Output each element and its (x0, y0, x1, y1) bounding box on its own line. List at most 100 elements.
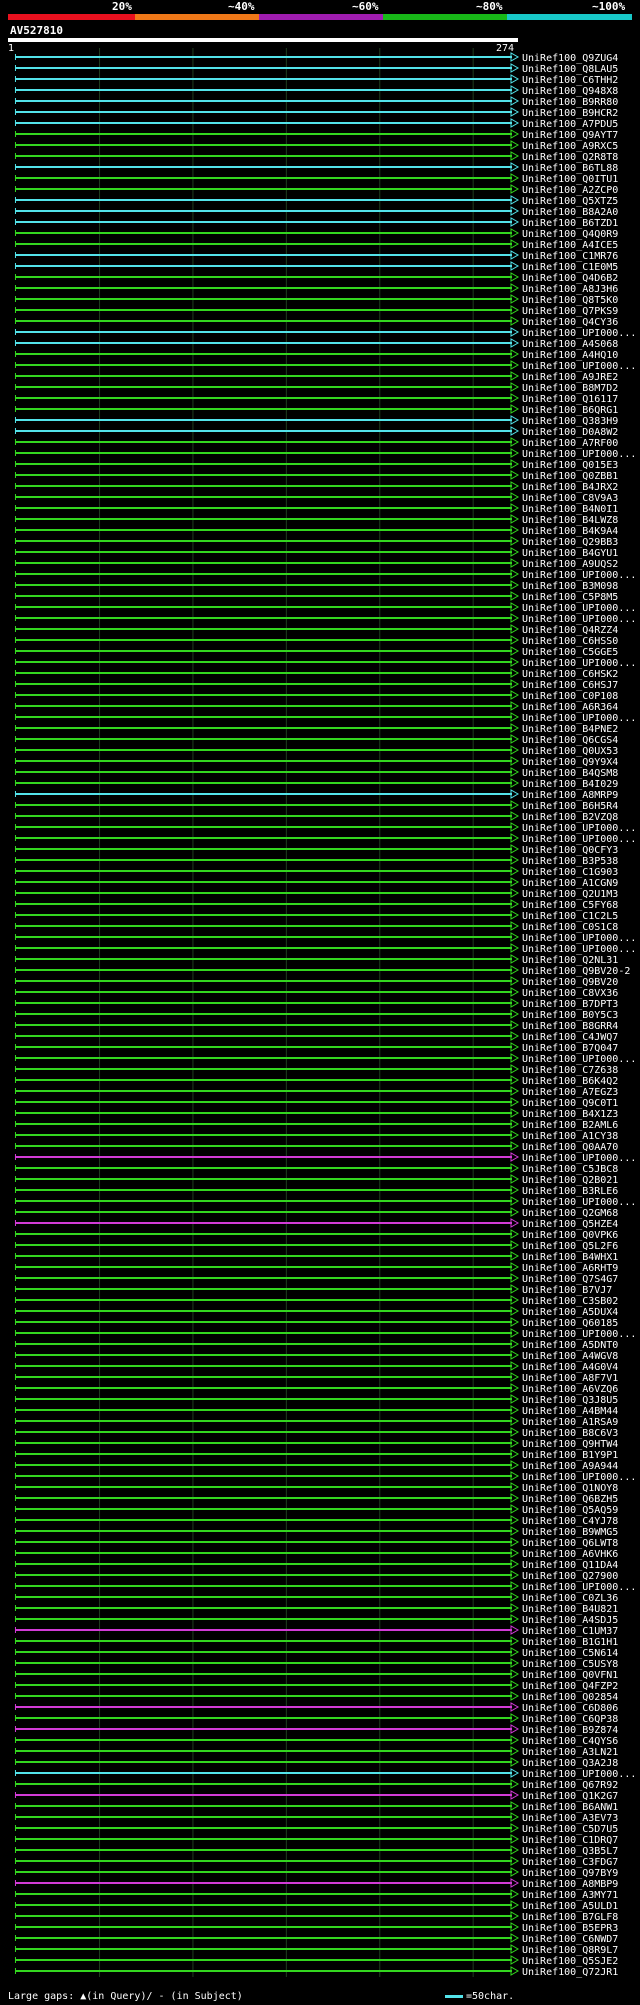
hit-label[interactable]: UniRef100_C1MR76 (522, 251, 618, 262)
hit-label[interactable]: UniRef100_Q8R9L7 (522, 1945, 618, 1956)
hit-row[interactable]: UniRef100_Q9HTW4 (14, 1438, 618, 1450)
hit-row[interactable]: UniRef100_A4S068 (14, 338, 618, 350)
hit-row[interactable]: UniRef100_B9RR80 (14, 96, 618, 108)
hit-label[interactable]: UniRef100_B7VJ7 (522, 1285, 612, 1296)
hit-row[interactable]: UniRef100_A4G0V4 (14, 1361, 618, 1373)
hit-row[interactable]: UniRef100_Q5HZE4 (14, 1218, 618, 1230)
hit-label[interactable]: UniRef100_Q2NL31 (522, 955, 618, 966)
hit-label[interactable]: UniRef100_A8MRP9 (522, 790, 618, 801)
hit-row[interactable]: UniRef100_C6NWD7 (14, 1933, 618, 1945)
hit-label[interactable]: UniRef100_B8A2A0 (522, 207, 618, 218)
hit-row[interactable]: UniRef100_Q0ZBB1 (14, 470, 618, 482)
hit-row[interactable]: UniRef100_B8M7D2 (14, 382, 618, 394)
hit-row[interactable]: UniRef100_Q2U1M3 (14, 888, 618, 900)
hit-label[interactable]: UniRef100_B4N0I1 (522, 504, 618, 515)
hit-label[interactable]: UniRef100_A9UQS2 (522, 559, 618, 570)
hit-label[interactable]: UniRef100_A5DNT0 (522, 1340, 618, 1351)
hit-row[interactable]: UniRef100_Q8LAU5 (14, 63, 618, 75)
hit-row[interactable]: UniRef100_B9Z874 (14, 1724, 618, 1736)
hit-row[interactable]: UniRef100_Q7S4G7 (14, 1273, 618, 1285)
hit-label[interactable]: UniRef100_Q6BZH5 (522, 1494, 618, 1505)
hit-row[interactable]: UniRef100_Q0CFY3 (14, 844, 618, 856)
hit-row[interactable]: UniRef100_C5N614 (14, 1647, 618, 1659)
hit-row[interactable]: UniRef100_C8V9A3 (14, 492, 618, 504)
hit-row[interactable]: UniRef100_A3EV73 (14, 1812, 618, 1824)
hit-row[interactable]: UniRef100_UPI000... (14, 1581, 636, 1593)
hit-row[interactable]: UniRef100_Q8R9L7 (14, 1944, 618, 1956)
hit-row[interactable]: UniRef100_C6HSS0 (14, 635, 618, 647)
hit-row[interactable]: UniRef100_C5GGE5 (14, 646, 618, 658)
hit-label[interactable]: UniRef100_A4ICE5 (522, 240, 618, 251)
hit-label[interactable]: UniRef100_A8MBP9 (522, 1879, 618, 1890)
hit-row[interactable]: UniRef100_C4JWQ7 (14, 1031, 618, 1043)
hit-row[interactable]: UniRef100_UPI000... (14, 1328, 636, 1340)
hit-row[interactable]: UniRef100_UPI000... (14, 448, 636, 460)
hit-label[interactable]: UniRef100_A5ULD1 (522, 1901, 618, 1912)
hit-label[interactable]: UniRef100_C6THH2 (522, 75, 618, 86)
hit-label[interactable]: UniRef100_UPI000... (522, 1197, 636, 1208)
hit-label[interactable]: UniRef100_Q7PKS9 (522, 306, 618, 317)
hit-row[interactable]: UniRef100_Q0ITU1 (14, 173, 618, 185)
hit-label[interactable]: UniRef100_B6H5R4 (522, 801, 618, 812)
hit-row[interactable]: UniRef100_Q4D6B2 (14, 272, 618, 284)
hit-row[interactable]: UniRef100_C5FY68 (14, 899, 618, 911)
hit-row[interactable]: UniRef100_B8A2A0 (14, 206, 618, 218)
hit-row[interactable]: UniRef100_B4JRX2 (14, 481, 618, 493)
hit-label[interactable]: UniRef100_B4GYU1 (522, 548, 618, 559)
hit-row[interactable]: UniRef100_Q6LWT8 (14, 1537, 618, 1549)
hit-label[interactable]: UniRef100_Q0AA70 (522, 1142, 618, 1153)
hit-row[interactable]: UniRef100_B2VZQ8 (14, 811, 618, 823)
hit-row[interactable]: UniRef100_UPI000... (14, 1152, 636, 1164)
hit-label[interactable]: UniRef100_Q0VPK6 (522, 1230, 618, 1241)
hit-row[interactable]: UniRef100_Q6CGS4 (14, 734, 618, 746)
hit-label[interactable]: UniRef100_Q3B5L7 (522, 1846, 618, 1857)
hit-label[interactable]: UniRef100_C5USY8 (522, 1659, 618, 1670)
hit-label[interactable]: UniRef100_B6K4Q2 (522, 1076, 618, 1087)
hit-row[interactable]: UniRef100_A4BM44 (14, 1405, 618, 1417)
hit-label[interactable]: UniRef100_A9RXC5 (522, 141, 618, 152)
hit-label[interactable]: UniRef100_Q015E3 (522, 460, 618, 471)
hit-label[interactable]: UniRef100_Q383H9 (522, 416, 618, 427)
hit-label[interactable]: UniRef100_B9HCR2 (522, 108, 618, 119)
hit-row[interactable]: UniRef100_A4WGV8 (14, 1350, 618, 1362)
hit-row[interactable]: UniRef100_Q2GM68 (14, 1207, 618, 1219)
hit-row[interactable]: UniRef100_Q1NOY8 (14, 1482, 618, 1494)
hit-label[interactable]: UniRef100_Q5L2F6 (522, 1241, 618, 1252)
hit-label[interactable]: UniRef100_Q9BV20 (522, 977, 618, 988)
hit-row[interactable]: UniRef100_B4X1Z3 (14, 1108, 618, 1120)
hit-row[interactable]: UniRef100_B7Q047 (14, 1042, 618, 1054)
hit-label[interactable]: UniRef100_Q3A2J8 (522, 1758, 618, 1769)
hit-row[interactable]: UniRef100_Q3J8U5 (14, 1394, 618, 1406)
hit-label[interactable]: UniRef100_B8M7D2 (522, 383, 618, 394)
hit-label[interactable]: UniRef100_Q2R8T8 (522, 152, 618, 163)
hit-label[interactable]: UniRef100_UPI000... (522, 1769, 636, 1780)
hit-row[interactable]: UniRef100_C0S1C8 (14, 921, 618, 933)
hit-row[interactable]: UniRef100_C5USY8 (14, 1658, 618, 1670)
hit-row[interactable]: UniRef100_Q11DA4 (14, 1559, 618, 1571)
hit-label[interactable]: UniRef100_UPI000... (522, 713, 636, 724)
hit-label[interactable]: UniRef100_C6HSK2 (522, 669, 618, 680)
hit-label[interactable]: UniRef100_C5FY68 (522, 900, 618, 911)
hit-row[interactable]: UniRef100_A2ZCP0 (14, 184, 618, 196)
hit-label[interactable]: UniRef100_C8V9A3 (522, 493, 618, 504)
hit-label[interactable]: UniRef100_Q5XTZ5 (522, 196, 618, 207)
hit-row[interactable]: UniRef100_A7RF00 (14, 437, 618, 449)
hit-row[interactable]: UniRef100_B7VJ7 (14, 1284, 612, 1296)
hit-row[interactable]: UniRef100_Q5SJE2 (14, 1955, 618, 1967)
hit-label[interactable]: UniRef100_UPI000... (522, 614, 636, 625)
hit-label[interactable]: UniRef100_Q5HZE4 (522, 1219, 618, 1230)
hit-row[interactable]: UniRef100_Q9C0T1 (14, 1097, 618, 1109)
hit-row[interactable]: UniRef100_B4GYU1 (14, 547, 618, 559)
hit-row[interactable]: UniRef100_Q4CY36 (14, 316, 618, 328)
hit-label[interactable]: UniRef100_B9RR80 (522, 97, 618, 108)
hit-label[interactable]: UniRef100_B8C6V3 (522, 1428, 618, 1439)
hit-label[interactable]: UniRef100_B2AML6 (522, 1120, 618, 1131)
hit-row[interactable]: UniRef100_A8MRP9 (14, 789, 618, 801)
hit-row[interactable]: UniRef100_A6RHT9 (14, 1262, 618, 1274)
hit-label[interactable]: UniRef100_A8F7V1 (522, 1373, 618, 1384)
hit-row[interactable]: UniRef100_Q9BV20 (14, 976, 618, 988)
hit-row[interactable]: UniRef100_A7EGZ3 (14, 1086, 618, 1098)
hit-label[interactable]: UniRef100_C3FDG7 (522, 1857, 618, 1868)
hit-label[interactable]: UniRef100_A7RF00 (522, 438, 618, 449)
hit-row[interactable]: UniRef100_C4QYS6 (14, 1735, 618, 1747)
